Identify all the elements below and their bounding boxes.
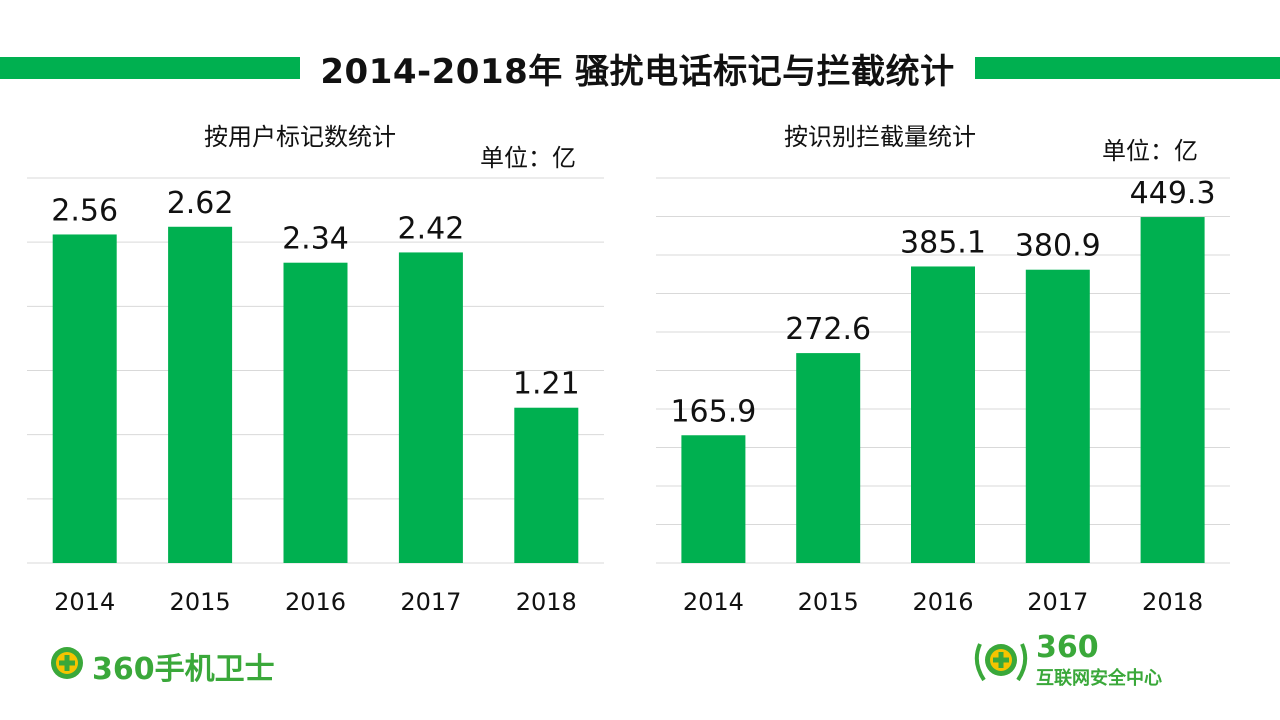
- data-label: 165.9: [670, 394, 756, 429]
- x-tick-label: 2015: [798, 588, 859, 616]
- bar-2016: [283, 262, 348, 563]
- x-tick-label: 2016: [285, 588, 346, 616]
- bar-2015: [168, 226, 233, 563]
- logo-text-left: 360手机卫士: [92, 652, 275, 687]
- data-label: 449.3: [1130, 176, 1216, 211]
- title-bar-right: [975, 57, 1280, 79]
- logo-number-right: 360: [1036, 630, 1099, 665]
- bar-2014: [52, 234, 117, 563]
- logo-text-right: 互联网安全中心: [1036, 668, 1162, 689]
- data-label: 380.9: [1015, 229, 1101, 264]
- data-label: 2.56: [51, 193, 118, 228]
- chart-title-left: 按用户标记数统计: [204, 123, 396, 151]
- x-tick-label: 2017: [400, 588, 461, 616]
- data-label: 2.42: [398, 211, 465, 246]
- bar-2016: [911, 266, 975, 563]
- page-title: 2014-2018年 骚扰电话标记与拦截统计: [320, 52, 955, 92]
- x-tick-label: 2016: [912, 588, 973, 616]
- x-tick-label: 2014: [54, 588, 115, 616]
- data-label: 2.62: [167, 186, 234, 221]
- bar-2018: [514, 407, 579, 563]
- bar-2017: [398, 252, 463, 563]
- data-label: 1.21: [513, 367, 580, 402]
- plus-badge-icon: [51, 647, 83, 679]
- unit-label-right: 单位：亿: [1102, 137, 1198, 165]
- data-label: 272.6: [785, 312, 871, 347]
- chart-title-right: 按识别拦截量统计: [784, 123, 976, 151]
- data-label: 385.1: [900, 225, 986, 260]
- x-tick-label: 2017: [1027, 588, 1088, 616]
- x-tick-label: 2018: [1142, 588, 1203, 616]
- x-tick-label: 2015: [170, 588, 231, 616]
- laurel-plus-badge-icon: [974, 643, 1028, 682]
- bar-2014: [681, 435, 746, 563]
- unit-label-left: 单位：亿: [480, 144, 576, 172]
- bar-2017: [1025, 269, 1090, 563]
- title-bar-left: [0, 57, 300, 79]
- data-label: 2.34: [282, 222, 349, 257]
- bar-2015: [796, 353, 861, 563]
- x-tick-label: 2014: [683, 588, 744, 616]
- bar-2018: [1140, 217, 1205, 563]
- x-tick-label: 2018: [516, 588, 577, 616]
